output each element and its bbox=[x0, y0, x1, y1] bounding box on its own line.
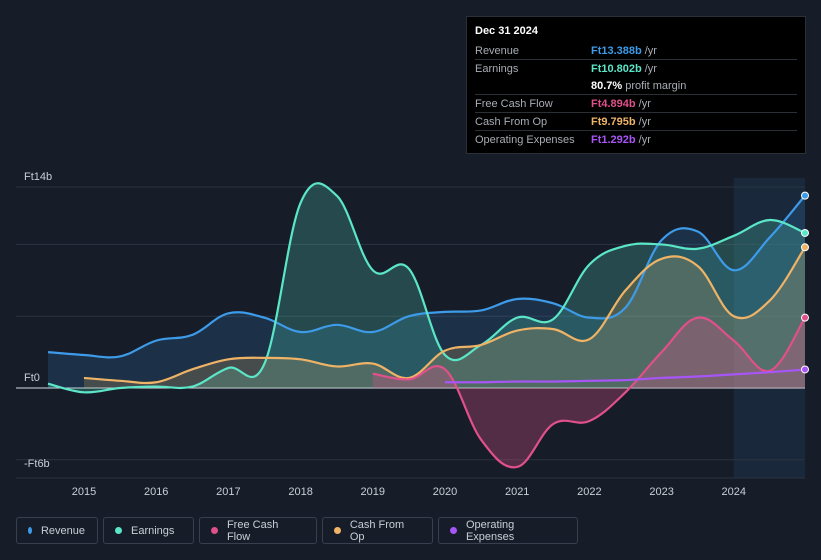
legend: Revenue Earnings Free Cash Flow Cash Fro… bbox=[16, 517, 578, 544]
tooltip-label: Earnings bbox=[475, 62, 519, 75]
tooltip-unit: /yr bbox=[644, 62, 657, 75]
earnings-area bbox=[48, 183, 805, 393]
tooltip-label: Revenue bbox=[475, 44, 520, 57]
legend-dot-icon bbox=[450, 527, 457, 534]
legend-dot-icon bbox=[115, 527, 122, 534]
y-tick-label: Ft0 bbox=[24, 372, 40, 384]
tooltip-row-fcf: Free Cash Flow Ft4.894b /yr bbox=[475, 94, 797, 112]
legend-item-free-cash-flow[interactable]: Free Cash Flow bbox=[199, 517, 317, 544]
x-tick-label: 2024 bbox=[722, 486, 746, 498]
tooltip-row-opex: Operating Expenses Ft1.292b /yr bbox=[475, 130, 797, 148]
cash-from-op-endpoint bbox=[801, 243, 809, 252]
tooltip-row-margin: 80.7% profit margin bbox=[475, 77, 797, 94]
tooltip-label: Free Cash Flow bbox=[475, 97, 553, 110]
legend-label: Revenue bbox=[40, 524, 85, 537]
free-cash-flow-area bbox=[372, 317, 805, 468]
tooltip-value: Ft9.795b bbox=[591, 115, 636, 128]
tooltip-label: Operating Expenses bbox=[475, 133, 575, 146]
x-tick-label: 2023 bbox=[649, 486, 673, 498]
x-tick-label: 2015 bbox=[72, 486, 96, 498]
cash-from-op-line bbox=[83, 246, 806, 385]
tooltip-row-earnings: Earnings Ft10.802b /yr bbox=[475, 59, 797, 77]
tooltip-unit: /yr bbox=[644, 44, 657, 57]
tooltip-row-revenue: Revenue Ft13.388b /yr bbox=[475, 42, 797, 59]
legend-label: Free Cash Flow bbox=[226, 518, 279, 543]
tooltip-panel: Dec 31 2024 Revenue Ft13.388b /yr Earnin… bbox=[466, 16, 806, 154]
tooltip-unit: /yr bbox=[638, 115, 651, 128]
legend-label: Cash From Op bbox=[349, 518, 405, 543]
legend-item-earnings[interactable]: Earnings bbox=[103, 517, 194, 544]
tooltip-value: Ft10.802b bbox=[591, 62, 642, 75]
legend-dot-icon bbox=[334, 527, 341, 534]
legend-dot-icon bbox=[28, 527, 32, 534]
legend-item-cash-from-op[interactable]: Cash From Op bbox=[322, 517, 433, 544]
tooltip-label: Cash From Op bbox=[475, 115, 548, 128]
series-endpoints bbox=[801, 191, 809, 374]
tooltip-value: Ft4.894b bbox=[591, 97, 636, 110]
tooltip-unit: /yr bbox=[638, 97, 651, 110]
free-cash-flow-line bbox=[372, 316, 806, 469]
y-tick-label: Ft14b bbox=[24, 171, 52, 183]
legend-item-operating-expenses[interactable]: Operating Expenses bbox=[438, 517, 578, 544]
revenue-endpoint bbox=[801, 191, 809, 200]
operating-expenses-endpoint bbox=[801, 365, 809, 374]
x-tick-label: 2016 bbox=[144, 486, 168, 498]
series-lines bbox=[47, 182, 806, 469]
tooltip-date: Dec 31 2024 bbox=[475, 25, 538, 37]
x-tick-label: 2021 bbox=[505, 486, 529, 498]
legend-dot-icon bbox=[211, 527, 218, 534]
revenue-line bbox=[47, 194, 806, 359]
tooltip-row-cfo: Cash From Op Ft9.795b /yr bbox=[475, 112, 797, 130]
operating-expenses-line bbox=[444, 368, 806, 384]
revenue-area bbox=[48, 195, 805, 388]
tooltip-unit: /yr bbox=[638, 133, 651, 146]
tooltip-unit: profit margin bbox=[625, 79, 687, 92]
earnings-line bbox=[47, 182, 806, 394]
tooltip-value: Ft13.388b bbox=[591, 44, 642, 57]
free-cash-flow-endpoint bbox=[801, 313, 809, 322]
tooltip-value: Ft1.292b bbox=[591, 133, 636, 146]
x-axis-labels: 2015 2016 2017 2018 2019 2020 2021 2022 2023 2024 bbox=[72, 486, 746, 498]
x-tick-label: 2022 bbox=[577, 486, 601, 498]
legend-item-revenue[interactable]: Revenue bbox=[16, 517, 98, 544]
tooltip-value: 80.7% bbox=[591, 79, 623, 92]
legend-label: Operating Expenses bbox=[465, 518, 515, 543]
x-tick-label: 2020 bbox=[433, 486, 457, 498]
x-tick-label: 2018 bbox=[288, 486, 312, 498]
x-tick-label: 2017 bbox=[216, 486, 240, 498]
x-tick-label: 2019 bbox=[361, 486, 385, 498]
cash-from-op-area bbox=[84, 247, 805, 388]
legend-label: Earnings bbox=[131, 524, 175, 537]
earnings-endpoint bbox=[801, 228, 809, 237]
series-areas bbox=[48, 183, 805, 468]
y-tick-label: -Ft6b bbox=[24, 458, 50, 470]
y-axis-labels: Ft14b Ft0 -Ft6b bbox=[24, 171, 52, 470]
